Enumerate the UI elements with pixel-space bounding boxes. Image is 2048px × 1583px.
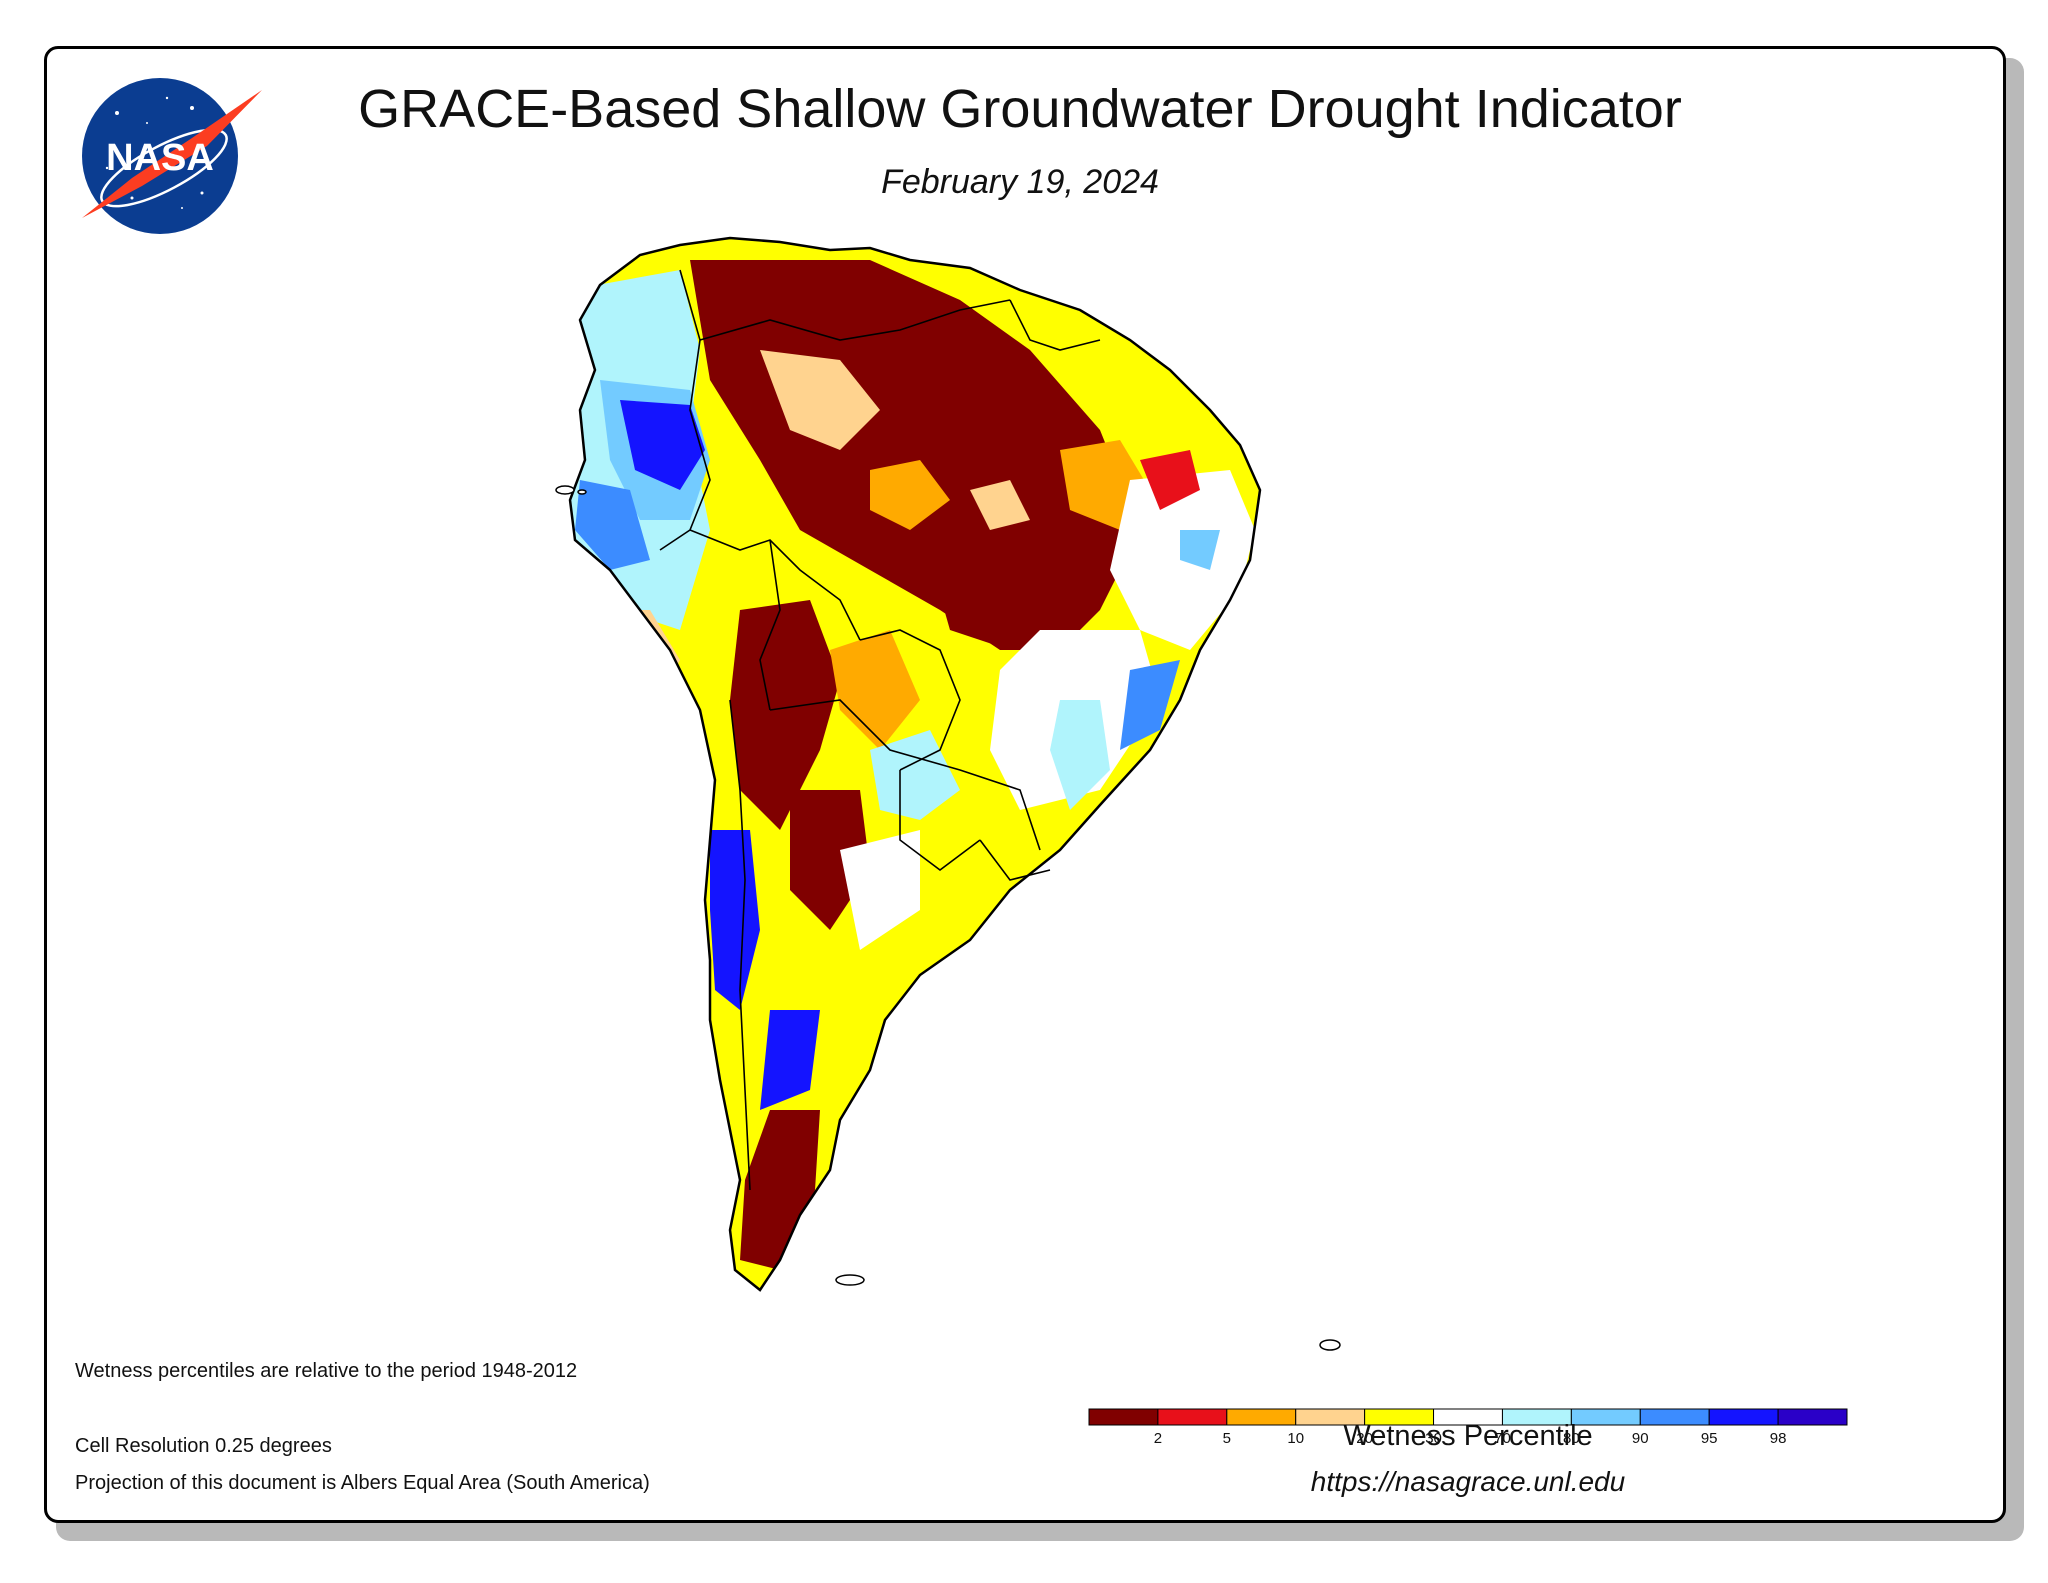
logo-stars xyxy=(105,96,214,209)
source-url[interactable]: https://nasagrace.unl.edu xyxy=(1310,1466,1626,1497)
map-title: GRACE-Based Shallow Groundwater Drought … xyxy=(358,79,1682,139)
legend-tick-label: 90 xyxy=(1632,1430,1649,1447)
projection-note: Projection of this document is Albers Eq… xyxy=(75,1472,650,1494)
logo-vector xyxy=(82,90,262,218)
legend-swatches xyxy=(1088,1408,1848,1426)
legend-tick-label: 10 xyxy=(1287,1430,1304,1447)
legend-swatch xyxy=(1777,1408,1848,1426)
legend-tick-label: 20 xyxy=(1356,1430,1373,1447)
legend-tick-label: 30 xyxy=(1425,1430,1442,1447)
legend-tick-labels: 2 5 10 20 30 70 80 90 95 98 xyxy=(1154,1430,1787,1447)
period-note: Wetness percentiles are relative to the … xyxy=(75,1360,578,1382)
logo-text: NASA xyxy=(106,137,214,179)
islands xyxy=(555,485,1341,1351)
legend-tick-label: 80 xyxy=(1563,1430,1580,1447)
south-america-map xyxy=(555,236,1341,1351)
country-borders xyxy=(659,269,1101,1191)
legend-tick-label: 95 xyxy=(1701,1430,1718,1447)
legend-tick-label: 2 xyxy=(1154,1430,1162,1447)
percentile-legend: 2 5 10 20 30 70 80 90 95 98 xyxy=(1088,1408,1848,1447)
resolution-note: Cell Resolution 0.25 degrees xyxy=(75,1435,332,1457)
legend-tick-label: 70 xyxy=(1494,1430,1511,1447)
legend-title: Wetness Percentile xyxy=(1343,1420,1593,1452)
percentile-raster xyxy=(570,238,1260,1290)
logo-orbit xyxy=(100,128,228,208)
legend-tick-label: 5 xyxy=(1223,1430,1231,1447)
nasa-meatball-logo: NASA xyxy=(82,78,262,234)
legend-tick-label: 98 xyxy=(1770,1430,1787,1447)
map-date: February 19, 2024 xyxy=(881,163,1159,201)
continent-outline xyxy=(568,236,1262,1292)
